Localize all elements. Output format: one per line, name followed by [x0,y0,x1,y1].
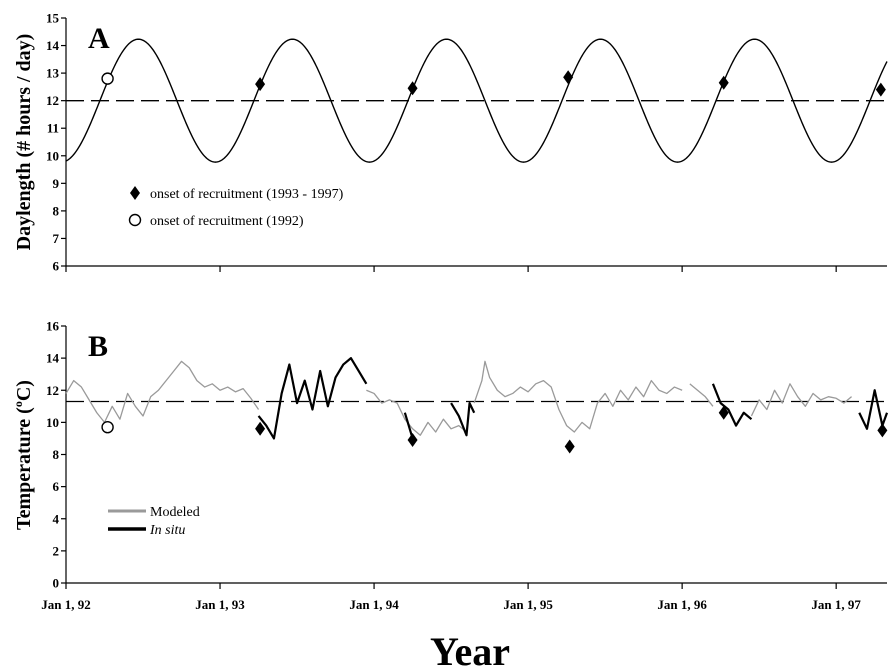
y-tick-label: 15 [46,11,60,26]
panel-a-letter: A [88,22,110,55]
recruitment-diamond-marker [255,421,266,436]
x-tick-label: Jan 1, 94 [349,597,399,612]
y-tick-label: 11 [47,121,59,136]
recruitment-diamond-marker [564,439,575,454]
panel-b-letter: B [88,330,108,363]
y-tick-label: 6 [53,479,60,494]
y-tick-label: 12 [46,383,59,398]
y-tick-label: 9 [53,176,60,191]
y-tick-label: 12 [46,93,59,108]
insitu-series-segment [257,357,368,440]
panel-a-plot [65,38,888,163]
legend-circle-marker [128,213,142,227]
legend-diamond-label: onset of recruitment (1993 - 1997) [150,187,344,202]
y-tick-label: 14 [46,351,60,366]
modeled-series-segment [473,360,683,433]
panel-b-axes: 0 2 4 6 8 10 12 14 16 [46,319,887,591]
recruitment-circle-marker [101,72,114,85]
panel-a: A Daylength (# hours / day) 6 7 8 9 10 11 12 13… [13,11,888,274]
y-tick-label: 4 [53,511,60,526]
legend-insitu-label: In situ [149,523,185,538]
panel-a-axes: 6 7 8 9 10 11 12 13 14 15 [46,11,887,274]
y-tick-label: 10 [46,148,59,163]
x-tick-label: Jan 1, 93 [195,597,245,612]
panel-a-ylabel: Daylength (# hours / day) [13,34,35,251]
recruitment-diamond-marker [407,433,418,448]
y-tick-label: 8 [53,447,60,462]
insitu-series-segment [403,412,414,439]
recruitment-diamond-marker [718,405,729,420]
daylength-curve [65,38,888,163]
modeled-series-segment [366,389,467,436]
recruitment-diamond-marker [255,77,266,92]
panel-a-legend: onset of recruitment (1993 - 1997) onset… [128,186,344,229]
legend-circle-label: onset of recruitment (1992) [150,214,304,229]
panel-b: B Temperature (oC) 0 2 4 6 8 10 12 14 16 Modeled… [11,319,888,591]
y-tick-label: 6 [53,259,60,274]
insitu-series-segment [711,383,753,427]
recruitment-circle-marker [101,420,114,434]
recruitment-diamond-marker [407,81,418,96]
y-tick-label: 2 [53,543,60,558]
modeled-series-segment [65,360,260,424]
x-axis-labels: Jan 1, 92 Jan 1, 93 Jan 1, 94 Jan 1, 95 Jan … [41,597,861,612]
legend-diamond-marker [130,186,140,200]
y-tick-label: 14 [46,38,60,53]
x-axis-title: Year [430,629,510,672]
y-tick-label: 16 [46,319,60,334]
x-tick-label: Jan 1, 95 [503,597,553,612]
recruitment-diamond-marker [718,75,729,90]
y-tick-label: 0 [53,576,60,591]
y-tick-label: 8 [53,203,60,218]
recruitment-diamond-marker [877,423,888,438]
y-tick-label: 7 [53,231,60,246]
x-tick-label: Jan 1, 92 [41,597,90,612]
recruitment-diamond-marker [563,70,574,85]
modeled-series-segment [750,383,852,417]
panel-b-ylabel: Temperature (oC) [11,380,35,530]
modeled-series-segment [689,383,714,407]
panel-b-legend: Modeled In situ [108,505,200,538]
insitu-series-segment [450,402,476,437]
y-tick-label: 13 [46,66,60,81]
legend-modeled-label: Modeled [150,505,200,520]
panel-b-plot [65,357,888,454]
x-tick-label: Jan 1, 97 [811,597,861,612]
x-tick-label: Jan 1, 96 [657,597,707,612]
y-tick-label: 10 [46,415,59,430]
recruitment-diamond-marker [875,82,886,97]
insitu-series-segment [858,389,888,430]
